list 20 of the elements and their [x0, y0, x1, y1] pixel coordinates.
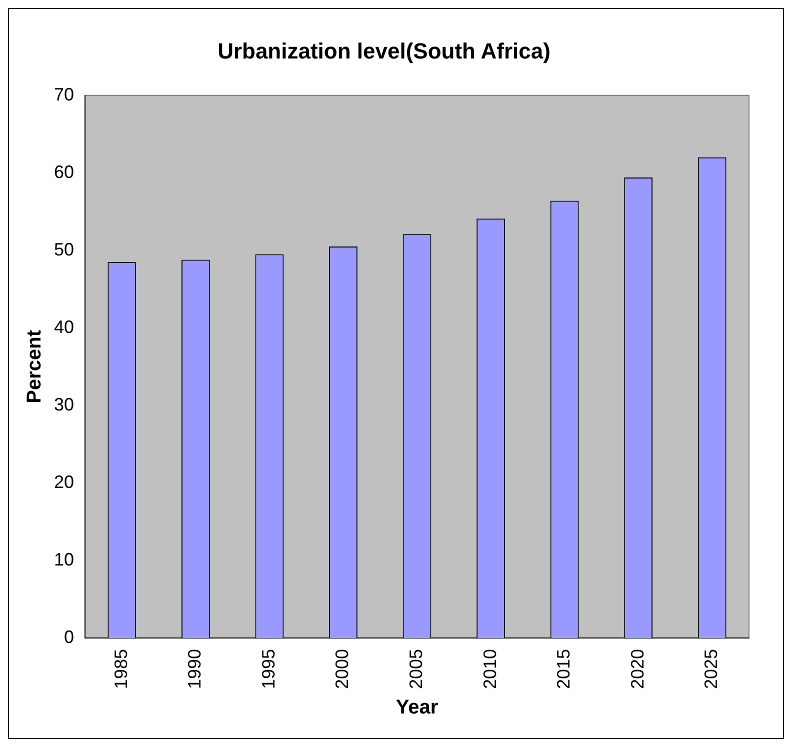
- y-tick-label: 0: [64, 626, 74, 647]
- x-tick-label: 2025: [701, 648, 722, 690]
- x-tick-label: 1995: [258, 648, 278, 690]
- x-tick-label: 2015: [554, 648, 574, 690]
- y-tick-label: 30: [54, 394, 74, 414]
- chart-title: Urbanization level(South Africa): [218, 38, 550, 64]
- y-axis-title: Percent: [24, 330, 46, 404]
- y-tick-label: 40: [54, 316, 74, 337]
- x-tick-label: 1990: [184, 648, 205, 690]
- x-axis-title: Year: [396, 696, 438, 719]
- y-tick-label: 20: [54, 472, 74, 492]
- y-tick-label: 60: [54, 162, 74, 182]
- y-tick-label: 70: [54, 84, 74, 104]
- y-tick-label: 10: [54, 549, 74, 570]
- x-tick-label: 2005: [406, 648, 426, 690]
- x-tick-label: 1985: [110, 648, 131, 690]
- x-tick-label: 2000: [332, 648, 352, 690]
- x-tick-label: 2010: [480, 648, 500, 690]
- x-tick-label: 2020: [627, 648, 648, 690]
- y-tick-label: 50: [54, 239, 74, 260]
